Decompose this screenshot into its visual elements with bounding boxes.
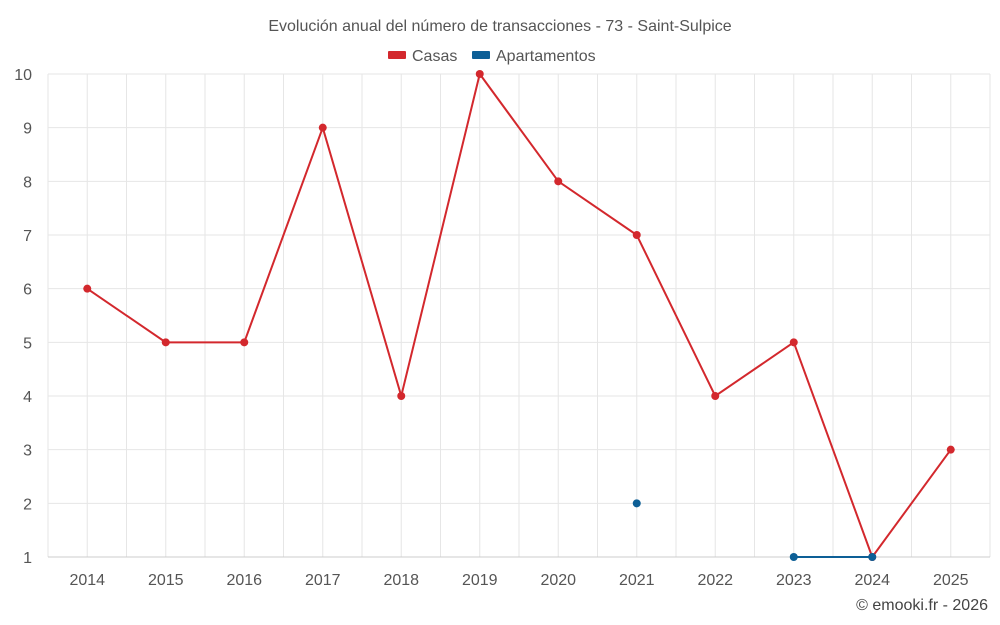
data-point[interactable] [161,338,170,347]
y-tick-label: 9 [23,121,32,138]
data-point[interactable] [475,70,484,78]
x-tick-label: 2021 [619,572,655,589]
x-tick-label: 2017 [305,572,341,589]
y-tick-label: 4 [23,389,32,406]
legend-swatch [388,51,406,59]
x-tick-label: 2019 [462,572,498,589]
legend-item-apartamentos[interactable]: Apartamentos [496,48,596,65]
x-tick-label: 2015 [148,572,184,589]
y-tick-label: 7 [23,228,32,245]
y-axis: 1 2 3 4 5 6 7 8 9 10 [14,67,32,567]
x-tick-label: 2016 [226,572,262,589]
data-point[interactable] [318,123,327,132]
series-layer [83,70,955,561]
x-tick-label: 2022 [697,572,733,589]
legend: Casas Apartamentos [388,48,596,65]
x-tick-label: 2020 [540,572,576,589]
y-tick-label: 6 [23,282,32,299]
data-point[interactable] [789,338,798,347]
data-point[interactable] [83,284,92,293]
x-axis: 2014 2015 2016 2017 2018 2019 2020 2021 2022 2023… [48,556,990,589]
series-casas [83,70,955,561]
legend-swatch [472,51,490,59]
y-tick-label: 2 [23,496,32,513]
x-tick-label: 2024 [854,572,890,589]
x-tick-label: 2023 [776,572,812,589]
data-point[interactable] [632,499,641,508]
data-point[interactable] [554,177,563,186]
data-point[interactable] [711,392,720,400]
legend-item-casas[interactable]: Casas [412,48,457,65]
series-line [86,71,952,560]
x-tick-label: 2018 [383,572,419,589]
y-tick-label: 8 [23,174,32,191]
gridlines [47,73,991,558]
y-tick-label: 3 [23,443,32,460]
y-tick-label: 5 [23,335,32,352]
data-point[interactable] [240,338,249,347]
chart-title: Evolución anual del número de transaccio… [268,18,731,35]
credit-label: © emooki.fr - 2026 [856,597,988,614]
y-tick-label: 10 [14,67,32,84]
data-point[interactable] [632,231,641,239]
series-apartamentos [632,499,877,561]
x-tick-label: 2025 [933,572,969,589]
data-point[interactable] [868,553,877,561]
data-point[interactable] [397,392,406,400]
data-point[interactable] [946,445,955,454]
y-tick-label: 1 [23,550,32,567]
data-point[interactable] [789,553,798,561]
x-tick-label: 2014 [69,572,105,589]
